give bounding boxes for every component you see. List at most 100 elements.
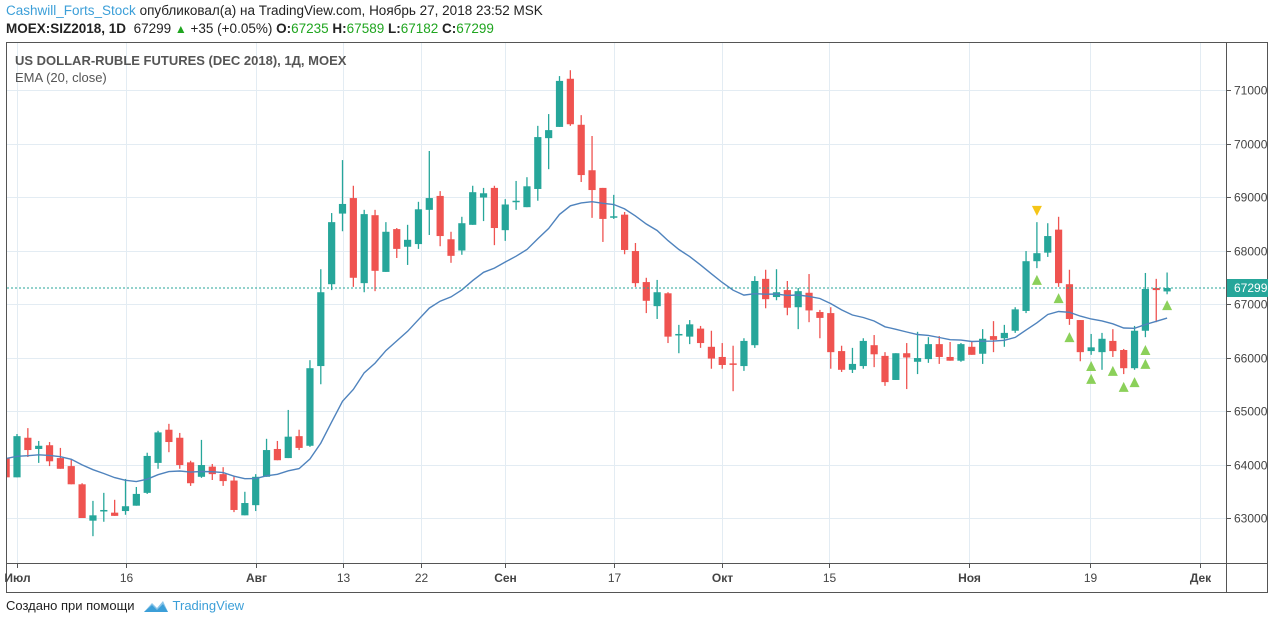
candle	[696, 325, 705, 348]
candle-body	[24, 437, 32, 451]
candle	[913, 331, 922, 375]
price-axis[interactable]: 63000 64000 65000 66000 67000 68000 69000 70000…	[1226, 84, 1268, 526]
candle-body	[1130, 330, 1139, 369]
author-link[interactable]: Cashwill_Forts_Stock	[6, 3, 136, 18]
candle	[1141, 272, 1149, 338]
candle	[447, 231, 455, 263]
candle	[306, 360, 314, 447]
candle-body	[729, 363, 737, 365]
candle	[111, 499, 119, 516]
candle	[24, 428, 32, 458]
candle-body	[143, 455, 151, 493]
candle	[371, 209, 379, 292]
candle	[989, 321, 998, 353]
time-axis[interactable]: Июл 16 Авг 13 22 Сен 17 Окт 15 Ноя 19 Дек	[4, 563, 1212, 585]
candle-body	[67, 466, 75, 485]
candle-body	[707, 346, 715, 359]
time-tick-label: Сен	[494, 571, 517, 585]
candle	[284, 409, 292, 459]
candle	[924, 337, 932, 363]
candle-body	[154, 432, 162, 463]
candle-body	[132, 493, 140, 506]
candle	[686, 320, 694, 345]
last-price-label: 67299	[1234, 281, 1268, 295]
candle	[794, 287, 802, 330]
candle-body	[458, 223, 466, 251]
candle-body	[968, 346, 976, 355]
candle	[946, 341, 954, 361]
tradingview-link[interactable]: TradingView	[172, 598, 245, 613]
candle	[621, 211, 629, 255]
candle-body	[696, 328, 705, 344]
tradingview-logo-icon	[143, 600, 168, 612]
candle	[241, 491, 249, 516]
candle-body	[555, 80, 564, 127]
candle-body	[414, 209, 423, 245]
candle	[1022, 251, 1030, 314]
candle	[653, 279, 661, 319]
candle-body	[989, 336, 998, 340]
candle-body	[111, 512, 119, 516]
buy-signal-triangle-icon	[1118, 381, 1129, 392]
candle	[360, 209, 368, 293]
candle	[545, 114, 553, 170]
ema-line	[7, 200, 1168, 483]
candle-body	[675, 333, 683, 336]
publish-info: Cashwill_Forts_Stock опубликовал(а) на T…	[6, 3, 543, 18]
candle	[762, 269, 770, 309]
plot-area[interactable]	[3, 70, 1226, 537]
published-text: опубликовал(а) на TradingView.com, Ноябр…	[139, 3, 543, 18]
candle	[317, 269, 325, 385]
candle	[848, 347, 857, 374]
buy-signal-triangle-icon	[1162, 300, 1173, 311]
candle	[1163, 272, 1171, 295]
candle-body	[121, 506, 130, 512]
candle	[252, 474, 260, 512]
candle	[1000, 324, 1008, 347]
time-tick-label: Ноя	[958, 571, 981, 585]
candle-body	[848, 363, 857, 370]
candle-body	[794, 291, 802, 308]
candle-body	[252, 476, 260, 506]
candle-body	[816, 312, 824, 318]
candle	[534, 125, 542, 201]
candle	[838, 345, 846, 372]
candle	[1044, 223, 1052, 257]
candle-body	[805, 292, 813, 311]
candle-body	[436, 195, 444, 237]
candle	[523, 177, 531, 208]
candle	[7, 458, 10, 478]
footer: Создано при помощи TradingView	[6, 598, 244, 613]
candle	[642, 277, 650, 314]
candle	[1055, 216, 1063, 287]
candle-body	[1109, 340, 1117, 352]
candle-body	[393, 229, 401, 249]
candle-body	[979, 338, 987, 354]
candle-body	[45, 445, 54, 462]
candle	[816, 309, 824, 339]
candle-body	[1141, 289, 1149, 331]
indicator-label[interactable]: EMA (20, close)	[15, 70, 107, 85]
candle	[479, 187, 488, 222]
candle-body	[577, 124, 585, 176]
candle	[1011, 307, 1019, 333]
candle	[707, 330, 715, 369]
candle	[631, 243, 640, 287]
candle-body	[1120, 350, 1128, 369]
candle	[566, 70, 574, 126]
candle	[1098, 332, 1106, 370]
candle-body	[545, 130, 553, 139]
candle-body	[664, 293, 672, 337]
candle-body	[382, 231, 390, 272]
candle	[979, 329, 987, 364]
candle-body	[631, 251, 640, 284]
arrow-up-icon: ▲	[174, 22, 187, 36]
candle	[870, 335, 878, 368]
candle-body	[946, 356, 954, 361]
candle-body	[610, 216, 618, 218]
candle	[404, 224, 412, 265]
candle-body	[881, 355, 889, 383]
candle	[89, 500, 97, 537]
candle-body	[100, 509, 108, 512]
